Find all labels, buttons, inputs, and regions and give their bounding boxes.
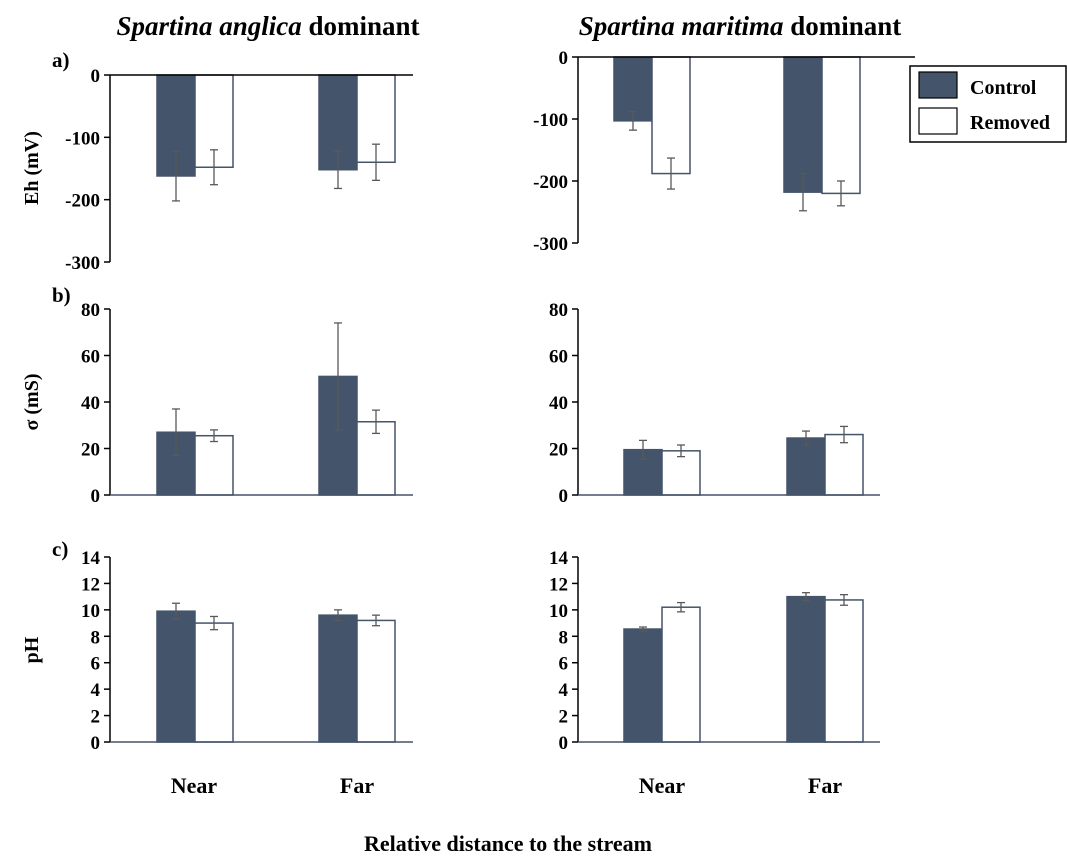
legend-label-removed: Removed [970,112,1050,134]
bar-removed-far [824,599,864,743]
y-tick-label: 60 [81,347,100,368]
ylabel-eh: Eh (mV) [21,131,43,205]
panel-label-b: b) [52,283,71,307]
category-label-far-left: Far [340,773,374,798]
y-tick-label: 6 [91,654,101,675]
y-tick-label: -300 [65,253,100,274]
ylabel-sigma: σ (mS) [21,374,43,431]
y-tick-label: 0 [559,733,569,754]
legend-label-control: Control [970,77,1037,99]
y-tick-label: 80 [549,300,568,321]
y-tick-label: 14 [81,548,101,569]
title-right-suffix: dominant [784,11,902,41]
category-label-near-right: Near [639,773,686,798]
y-tick-label: 8 [559,627,569,648]
legend: Control Removed [909,65,1067,143]
bar-removed-near [651,56,691,175]
chart-eh-anglica: 0 -100 -200 -300 [65,66,413,274]
bar-control-near [156,610,196,743]
y-tick-label: 0 [91,66,101,87]
y-tick-label: 2 [91,707,101,728]
chart-ph-maritima: 0 2 4 6 8 10 12 14 [549,548,880,754]
panel-label-a: a) [52,48,70,72]
bar-control-far [786,595,826,743]
category-label-far-right: Far [808,773,842,798]
y-tick-label: -200 [533,172,568,193]
title-left: Spartina anglica dominant [116,11,419,41]
y-tick-label: 4 [91,680,101,701]
y-tick-label: 60 [549,347,568,368]
y-tick-label: 6 [559,654,569,675]
y-tick-label: 0 [91,486,101,507]
chart-eh-maritima: 0 -100 -200 -300 [533,48,915,255]
y-tick-label: 12 [81,574,100,595]
y-tick-label: -300 [533,234,568,255]
y-tick-label: 80 [81,300,100,321]
y-tick-label: 10 [549,601,568,622]
y-tick-label: 0 [559,486,569,507]
category-label-near-left: Near [171,773,218,798]
ylabel-ph: pH [21,636,43,663]
bar-removed-near [661,606,701,743]
bar-control-far [786,437,826,496]
y-tick-label: 20 [81,440,100,461]
legend-swatch-control [918,71,958,99]
y-tick-label: -100 [65,128,100,149]
title-right-species: Spartina maritima [579,11,784,41]
y-tick-label: 0 [91,733,101,754]
y-tick-label: 8 [91,627,101,648]
y-tick-label: 10 [81,601,100,622]
y-tick-label: 12 [549,574,568,595]
legend-swatch-removed [918,107,958,135]
bar-control-near [623,628,663,743]
x-axis-title: Relative distance to the stream [364,831,652,856]
bar-control-near [613,56,653,122]
y-tick-label: 40 [549,393,568,414]
bar-control-far [318,614,358,743]
y-tick-label: 40 [81,393,100,414]
bar-removed-near [194,434,234,496]
chart-sigma-anglica: 0 20 40 60 80 [81,300,413,507]
title-left-suffix: dominant [302,11,420,41]
y-tick-label: -100 [533,110,568,131]
bar-removed-near [661,450,701,496]
title-left-species: Spartina anglica [116,11,301,41]
bar-control-far [783,56,823,193]
chart-sigma-maritima: 0 20 40 60 80 [549,300,880,507]
chart-ph-anglica: 0 2 4 6 8 10 12 14 [81,548,413,754]
y-tick-label: 0 [559,48,569,69]
bar-removed-near [194,622,234,743]
y-tick-label: 14 [549,548,569,569]
bar-removed-far [356,619,396,743]
title-right: Spartina maritima dominant [579,11,902,41]
bar-removed-far [824,433,864,496]
bar-removed-far [821,56,861,195]
panel-label-c: c) [52,537,68,561]
y-tick-label: 4 [559,680,569,701]
y-tick-label: 2 [559,707,569,728]
y-tick-label: -200 [65,191,100,212]
y-tick-label: 20 [549,440,568,461]
